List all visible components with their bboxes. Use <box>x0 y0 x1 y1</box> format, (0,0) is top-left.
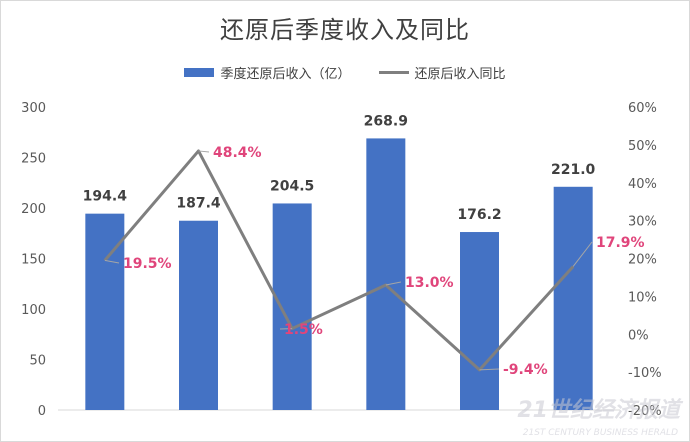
right-axis-tick-label: 40% <box>628 177 657 192</box>
right-axis-tick-label: 20% <box>628 253 657 268</box>
yoy-label-leader <box>198 150 210 153</box>
revenue-bar <box>460 232 499 410</box>
right-axis-tick-label: -20% <box>628 404 662 419</box>
yoy-line-label: 19.5% <box>123 256 172 272</box>
left-axis-tick-label: 300 <box>21 101 46 116</box>
right-axis-tick-label: 60% <box>628 101 657 116</box>
legend-item-yoy: 还原后收入同比 <box>378 63 506 82</box>
left-axis-tick-label: 250 <box>21 152 46 167</box>
left-axis-tick-label: 150 <box>21 253 46 268</box>
yoy-label-leader <box>385 281 402 286</box>
yoy-label-leader <box>104 259 120 264</box>
right-axis-tick-label: 0% <box>628 328 649 343</box>
yoy-line-label: -9.4% <box>503 362 548 378</box>
revenue-bar-label: 176.2 <box>457 207 501 223</box>
yoy-label-leader <box>479 368 500 371</box>
yoy-label-leader <box>572 241 593 267</box>
watermark-subtitle: 21ST CENTURY BUSINESS HERALD <box>522 428 678 438</box>
revenue-bar-label: 187.4 <box>176 196 221 212</box>
yoy-line-label: 1.5% <box>284 322 323 338</box>
left-axis-tick-label: 50 <box>29 354 46 369</box>
right-axis-tick-label: 10% <box>628 290 657 305</box>
right-axis-tick-label: 50% <box>628 139 657 154</box>
chart-legend: 季度还原后收入（亿） 还原后收入同比 <box>0 63 690 82</box>
yoy-line <box>103 149 575 372</box>
yoy-line-label: 17.9% <box>596 235 645 251</box>
right-axis-tick-label: -10% <box>628 366 662 381</box>
yoy-line-label: 48.4% <box>213 145 262 161</box>
yoy-line-label: 13.0% <box>405 275 454 291</box>
revenue-bar-label: 221.0 <box>551 162 596 178</box>
legend-swatch-bar <box>184 68 215 77</box>
left-axis-tick-label: 0 <box>38 404 46 419</box>
revenue-bar-label: 268.9 <box>364 113 408 129</box>
watermark-logo: 21世纪经济报道 <box>517 398 680 423</box>
revenue-bar-label: 204.5 <box>270 178 314 194</box>
revenue-bar-label: 194.4 <box>83 189 128 205</box>
left-axis-tick-label: 200 <box>21 202 46 217</box>
revenue-bar <box>272 203 312 410</box>
revenue-bar <box>553 186 593 410</box>
legend-item-revenue: 季度还原后收入（亿） <box>184 63 351 82</box>
revenue-bar <box>366 138 406 410</box>
legend-label-yoy: 还原后收入同比 <box>414 67 506 82</box>
legend-swatch-line <box>378 71 409 74</box>
right-axis-tick-label: 30% <box>628 215 657 230</box>
legend-label-revenue: 季度还原后收入（亿） <box>220 67 351 82</box>
chart-title: 还原后季度收入及同比 <box>220 16 470 44</box>
left-axis-tick-label: 100 <box>21 303 46 318</box>
revenue-bar <box>179 220 218 410</box>
